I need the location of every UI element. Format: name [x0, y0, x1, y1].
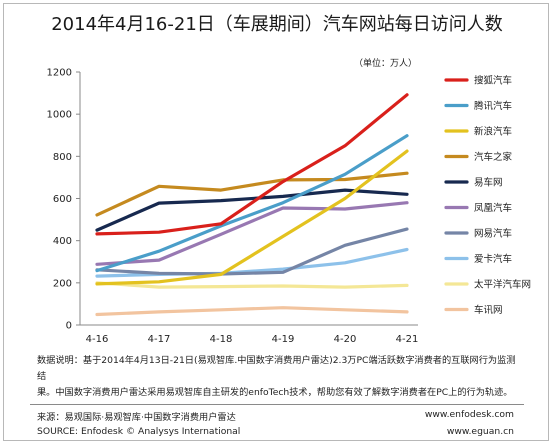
data-note-line-2: 果。中国数字消费用户雷达采用易观智库自主研发的enfoTech技术，帮助您有效了…: [37, 387, 513, 398]
x-tick-label: 4-20: [334, 334, 357, 345]
x-tick-label: 4-16: [86, 334, 109, 345]
footer-url-eguan: www.eguan.cn: [446, 426, 514, 437]
legend-label: 爱卡汽车: [474, 253, 512, 265]
legend-label: 车讯网: [474, 304, 503, 316]
legend-label: 腾讯汽车: [474, 100, 512, 112]
series-line: [95, 306, 409, 317]
legend-label: 太平洋汽车网: [474, 279, 531, 291]
footer-source-cn: 来源：易观国际·易观智库·中国数字消费用户雷达: [37, 412, 236, 423]
x-tick-label: 4-18: [210, 334, 233, 345]
legend-label: 汽车之家: [474, 151, 513, 163]
series-line: [95, 247, 409, 278]
series-line: [95, 149, 409, 286]
footer-source-en: SOURCE: Enfodesk © Analysys Internationa…: [37, 426, 241, 437]
y-tick-label: 600: [53, 194, 72, 205]
x-tick-label: 4-19: [272, 334, 295, 345]
y-tick-label: 800: [53, 152, 72, 163]
series-line: [95, 134, 409, 273]
footer-url-enfodesk: www.enfodesk.com: [424, 409, 514, 420]
series-line: [95, 281, 409, 289]
data-note: 数据说明：基于2014年4月13日-21日(易观智库.中国数字消费用户雷达)2.…: [37, 353, 517, 401]
chart-title: 2014年4月16-21日（车展期间）汽车网站每日访问人数: [51, 14, 503, 35]
series-line: [95, 188, 409, 232]
y-tick-label: 200: [53, 278, 72, 289]
legend-label: 新浪汽车: [474, 126, 512, 138]
y-tick-label: 0: [66, 321, 72, 332]
legend-label: 搜狐汽车: [474, 75, 512, 87]
footer-divider: [30, 404, 524, 405]
y-tick-label: 1000: [47, 110, 72, 121]
chart-frame: [3, 3, 549, 441]
series-line: [95, 93, 409, 236]
series-line: [95, 171, 409, 217]
y-tick-label: 1200: [47, 68, 72, 79]
legend-label: 凤凰汽车: [474, 202, 512, 214]
legend-label: 易车网: [474, 177, 503, 189]
y-tick-label: 400: [53, 236, 72, 247]
legend-label: 网易汽车: [474, 228, 512, 240]
x-tick-label: 4-17: [148, 334, 171, 345]
series-line: [95, 227, 409, 276]
data-note-line-1: 数据说明：基于2014年4月13日-21日(易观智库.中国数字消费用户雷达)2.…: [37, 355, 516, 382]
unit-label: （单位：万人）: [354, 59, 418, 69]
x-tick-label: 4-21: [396, 334, 419, 345]
series-line: [95, 201, 409, 266]
